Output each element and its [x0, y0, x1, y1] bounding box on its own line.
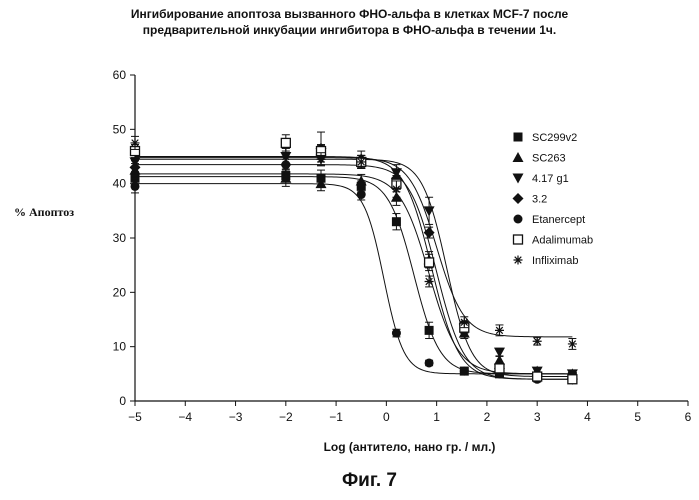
x-tick-label: 2 — [484, 410, 491, 424]
x-tick-label: −1 — [329, 410, 343, 424]
y-tick-label: 20 — [113, 285, 127, 299]
chart-title-line-2: предварительной инкубации ингибитора в Ф… — [142, 23, 557, 37]
x-tick-label: −5 — [128, 410, 142, 424]
data-point-etanercept — [356, 190, 366, 200]
data-point-sc299v2 — [391, 217, 401, 227]
data-point-sc263 — [355, 175, 367, 186]
fit-curve-adalimumab — [135, 156, 573, 380]
data-point-adalimumab — [567, 374, 578, 385]
y-tick-label: 10 — [113, 340, 127, 354]
data-point-infliximab — [130, 138, 140, 148]
legend-marker-adalimumab — [512, 234, 524, 245]
x-tick-label: −2 — [279, 410, 293, 424]
data-point-sc263 — [315, 178, 327, 189]
legend-label-infliximab: Infliximab — [532, 255, 578, 267]
data-point-3-2 — [129, 161, 141, 173]
data-point-sc299v2 — [130, 173, 140, 183]
fit-curve-sc263 — [135, 173, 573, 375]
legend-marker-4-17-g1 — [512, 173, 524, 184]
legend-marker-infliximab — [513, 255, 523, 265]
data-point-infliximab — [459, 317, 469, 327]
data-point-etanercept — [391, 328, 401, 338]
fit-curve-infliximab — [135, 157, 573, 338]
legend-marker-sc263 — [512, 152, 524, 162]
fit-curve-3-2 — [135, 164, 573, 380]
y-tick-label: 50 — [113, 122, 127, 136]
data-point-4-17-g1 — [493, 347, 505, 358]
data-point-infliximab — [356, 157, 366, 167]
legend-label-sc263: SC263 — [532, 153, 566, 165]
data-point-3-2 — [423, 227, 435, 239]
data-point-infliximab — [316, 154, 326, 164]
chart-title-line-1: Ингибирование апоптоза вызванного ФНО-ал… — [130, 7, 569, 21]
y-axis-label: % Апоптоз — [14, 205, 75, 219]
y-tick-label: 0 — [119, 394, 126, 408]
x-tick-label: 1 — [433, 410, 440, 424]
data-point-adalimumab — [423, 257, 435, 268]
data-point-adalimumab — [280, 137, 291, 149]
data-point-sc263 — [493, 354, 505, 365]
data-point-etanercept — [424, 358, 434, 368]
x-axis-label: Log (антитело, нано гр. / мл.) — [323, 440, 496, 454]
data-point-infliximab — [494, 325, 504, 335]
x-tick-label: 3 — [534, 410, 541, 424]
fit-curve-sc299v2 — [135, 176, 573, 375]
data-point-sc299v2 — [424, 325, 434, 335]
data-point-infliximab — [424, 276, 434, 286]
legend-label-4-17-g1: 4.17 g1 — [532, 173, 569, 185]
y-tick-label: 30 — [113, 231, 127, 245]
x-tick-label: 6 — [685, 410, 692, 424]
fit-curve-etanercept — [135, 183, 573, 375]
data-point-infliximab — [281, 152, 291, 161]
legend-label-3-2: 3.2 — [532, 194, 547, 206]
data-point-infliximab — [532, 336, 542, 346]
x-tick-label: 5 — [634, 410, 641, 424]
x-tick-label: −4 — [178, 410, 192, 424]
x-tick-label: 0 — [383, 410, 390, 424]
legend-label-sc299v2: SC299v2 — [532, 132, 577, 144]
data-point-adalimumab — [494, 363, 505, 374]
data-point-adalimumab — [532, 371, 543, 382]
data-point-sc263 — [280, 172, 292, 183]
y-tick-label: 40 — [113, 177, 127, 191]
legend-label-etanercept: Etanercept — [532, 214, 585, 226]
legend-marker-sc299v2 — [513, 132, 523, 142]
legend-marker-3-2 — [512, 193, 524, 204]
x-tick-label: −3 — [229, 410, 243, 424]
legend-marker-etanercept — [513, 214, 523, 224]
data-point-etanercept — [459, 366, 469, 376]
data-point-infliximab — [567, 339, 577, 349]
figure-caption: Фиг. 7 — [341, 470, 398, 491]
data-point-infliximab — [391, 184, 401, 194]
x-tick-label: 4 — [584, 410, 591, 424]
data-point-4-17-g1 — [423, 206, 435, 217]
data-point-etanercept — [130, 181, 140, 191]
y-tick-label: 60 — [113, 68, 127, 82]
legend-label-adalimumab: Adalimumab — [532, 235, 593, 247]
